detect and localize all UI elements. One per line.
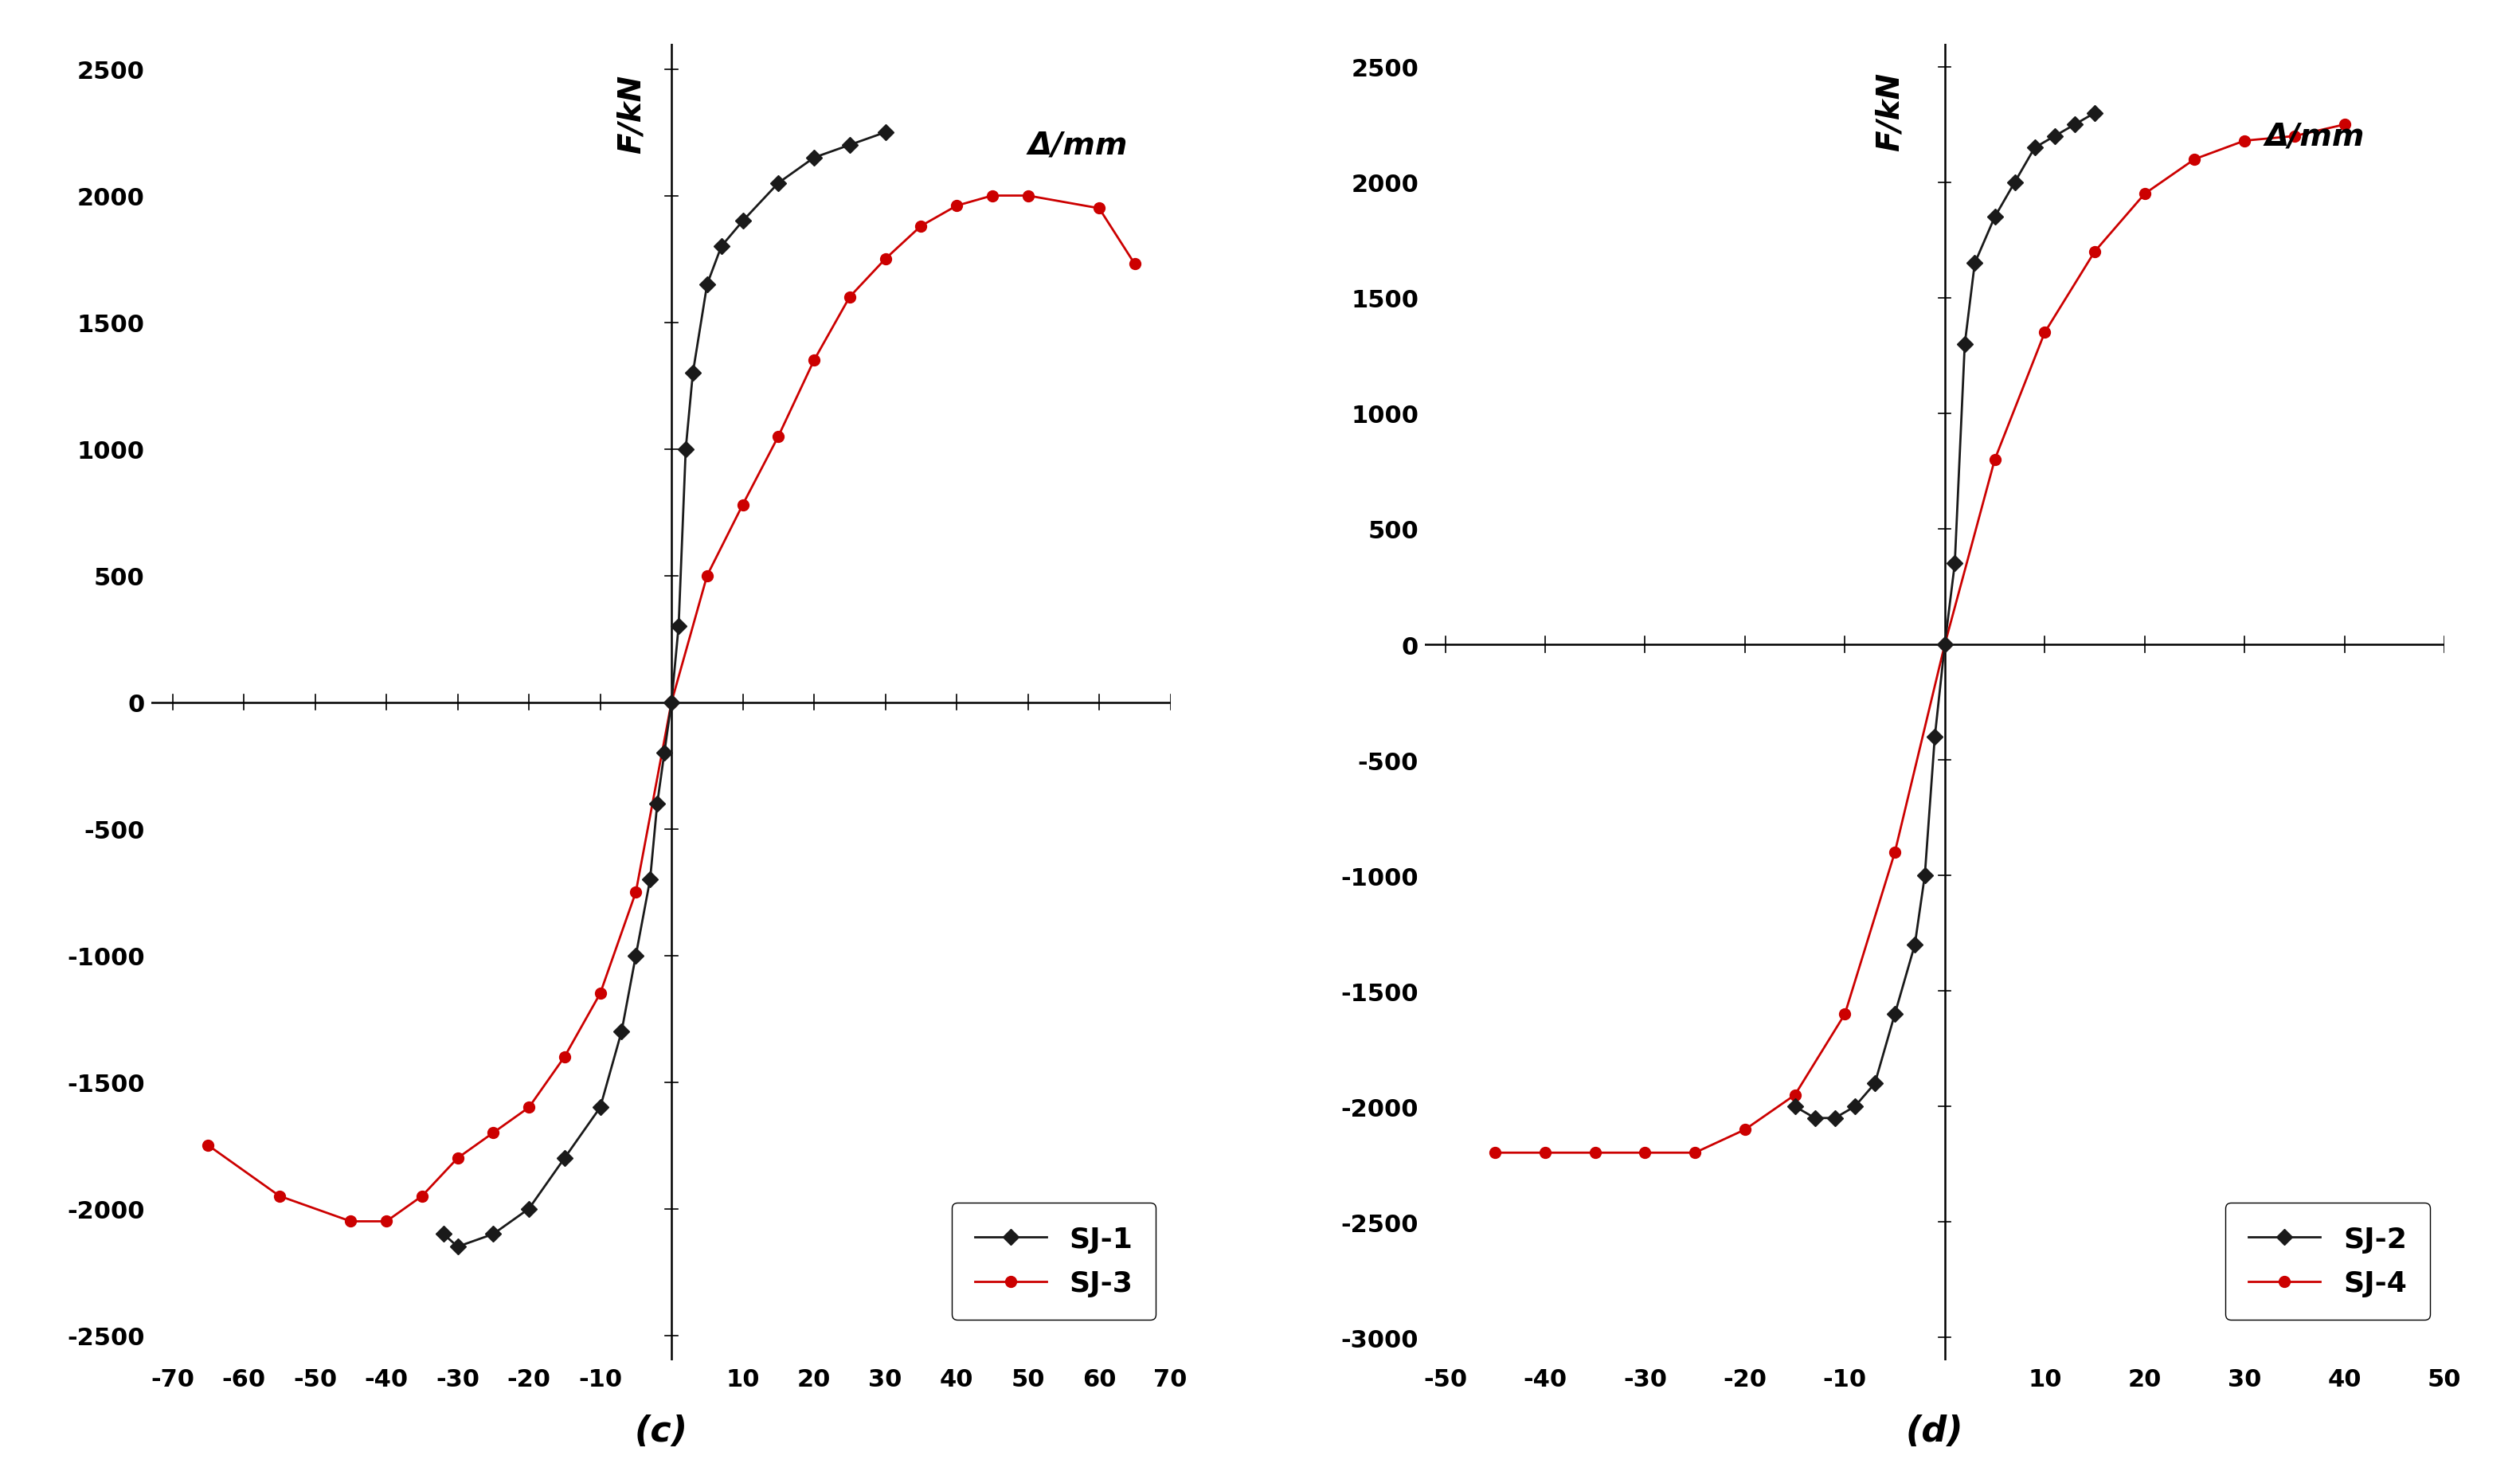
Legend: SJ-2, SJ-4: SJ-2, SJ-4 [2225, 1202, 2429, 1319]
SJ-1 [869, 124, 900, 142]
SJ-4 [1681, 1143, 1711, 1161]
SJ-2 [2039, 127, 2069, 145]
SJ-1 [585, 1099, 615, 1117]
SJ-1 [663, 618, 693, 636]
SJ-3 [869, 250, 900, 268]
SJ-2 [1900, 936, 1930, 954]
SJ-1 [428, 1225, 459, 1242]
SJ-2 [1799, 1109, 1830, 1127]
SJ-3 [799, 352, 829, 370]
SJ-2 [1910, 867, 1940, 884]
SJ-4 [1630, 1143, 1661, 1161]
SJ-2 [1819, 1109, 1850, 1127]
SJ-1 [514, 1199, 544, 1217]
SJ-4 [1930, 636, 1961, 654]
SJ-4 [1779, 1086, 1809, 1103]
SJ-2 [1981, 209, 2011, 226]
SJ-1 [549, 1149, 580, 1167]
Text: Δ/mm: Δ/mm [1028, 130, 1129, 161]
SJ-4 [1981, 451, 2011, 469]
SJ-4 [1729, 1121, 1759, 1139]
SJ-3 [764, 427, 794, 445]
SJ-1 [799, 149, 829, 167]
SJ-1 [670, 441, 701, 458]
SJ-2 [1860, 1075, 1890, 1093]
SJ-4 [2079, 244, 2109, 262]
SJ-1 [706, 238, 736, 256]
SJ-3 [549, 1049, 580, 1066]
SJ-3 [479, 1124, 509, 1142]
SJ-1 [728, 213, 759, 231]
SJ-3 [1013, 188, 1043, 206]
SJ-4 [1830, 1006, 1860, 1023]
SJ-1 [650, 744, 680, 762]
SJ-3 [406, 1188, 436, 1205]
SJ-1 [655, 694, 685, 711]
SJ-2 [1940, 555, 1971, 572]
SJ-1 [678, 365, 708, 383]
SJ-3 [585, 985, 615, 1003]
SJ-1 [643, 794, 673, 812]
SJ-4 [1530, 1143, 1560, 1161]
SJ-3 [728, 497, 759, 515]
SJ-2 [1950, 336, 1981, 353]
SJ-2 [1920, 728, 1950, 745]
SJ-2 [1930, 636, 1961, 654]
SJ-1 [834, 136, 864, 154]
SJ-4 [1580, 1143, 1610, 1161]
SJ-1 [620, 947, 650, 964]
SJ-2 [2059, 117, 2089, 135]
SJ-3 [834, 288, 864, 306]
Text: F/kN: F/kN [617, 75, 648, 154]
Text: F/kN: F/kN [1875, 72, 1905, 151]
Line: SJ-4: SJ-4 [1489, 120, 2351, 1158]
SJ-2 [1779, 1097, 1809, 1115]
SJ-3 [693, 566, 723, 584]
SJ-4 [2230, 133, 2260, 151]
SJ-3 [444, 1149, 474, 1167]
SJ-2 [1961, 254, 1991, 272]
SJ-1 [693, 277, 723, 294]
Text: (d): (d) [1905, 1414, 1963, 1448]
SJ-4 [2129, 185, 2160, 203]
SJ-2 [1880, 1006, 1910, 1023]
Line: SJ-1: SJ-1 [438, 127, 892, 1253]
SJ-4 [2281, 127, 2311, 145]
SJ-3 [620, 883, 650, 901]
Text: Δ/mm: Δ/mm [2265, 121, 2364, 152]
SJ-3 [194, 1137, 224, 1155]
Line: SJ-3: SJ-3 [202, 191, 1139, 1228]
SJ-3 [1084, 200, 1114, 217]
SJ-1 [764, 175, 794, 192]
SJ-1 [607, 1023, 638, 1041]
SJ-2 [1998, 175, 2029, 192]
SJ-4 [1479, 1143, 1509, 1161]
Text: (c): (c) [635, 1414, 688, 1448]
SJ-4 [2328, 117, 2359, 135]
SJ-1 [635, 871, 665, 889]
SJ-3 [335, 1213, 365, 1231]
Legend: SJ-1, SJ-3: SJ-1, SJ-3 [953, 1202, 1157, 1319]
SJ-3 [655, 694, 685, 711]
SJ-3 [370, 1213, 401, 1231]
SJ-2 [2019, 139, 2049, 157]
Line: SJ-2: SJ-2 [1789, 108, 2099, 1124]
SJ-3 [1119, 256, 1149, 274]
SJ-4 [2180, 151, 2210, 169]
SJ-2 [1840, 1097, 1870, 1115]
SJ-4 [1880, 843, 1910, 861]
SJ-1 [479, 1225, 509, 1242]
SJ-3 [942, 198, 973, 216]
SJ-3 [978, 188, 1008, 206]
SJ-3 [514, 1099, 544, 1117]
SJ-2 [2079, 105, 2109, 123]
SJ-1 [444, 1238, 474, 1256]
SJ-4 [2029, 324, 2059, 342]
SJ-3 [905, 217, 935, 235]
SJ-3 [265, 1188, 295, 1205]
